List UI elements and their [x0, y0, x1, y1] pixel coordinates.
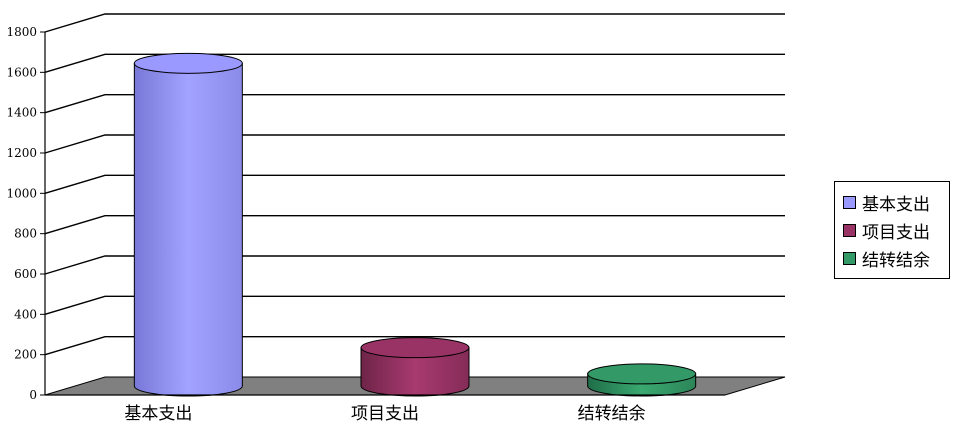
legend-label: 基本支出 — [862, 194, 930, 215]
y-tick-label: 800 — [14, 227, 37, 241]
legend-swatch — [843, 195, 856, 209]
y-tick-label: 1800 — [6, 25, 37, 39]
y-tick-label: 400 — [14, 307, 37, 321]
gridline — [44, 53, 785, 74]
gridline — [44, 295, 785, 316]
y-tick-label: 1400 — [6, 106, 37, 120]
x-tick-label: 项目支出 — [351, 404, 419, 424]
legend-item-basic: 基本支出 — [843, 188, 949, 216]
legend: 基本支出 项目支出 结转结余 — [834, 181, 950, 279]
y-tick-label: 600 — [14, 267, 37, 281]
legend-swatch — [843, 251, 856, 265]
bar — [133, 62, 243, 397]
y-tick-label: 1000 — [6, 186, 37, 200]
x-tick-label: 基本支出 — [124, 404, 192, 424]
x-tick-label: 结转结余 — [578, 404, 646, 424]
gridline — [44, 134, 785, 154]
bar-group — [587, 363, 697, 397]
legend-item-project: 项目支出 — [843, 216, 949, 244]
y-tick-label: 1600 — [6, 65, 37, 79]
bar — [360, 347, 470, 397]
bar-cap — [360, 337, 470, 359]
gridline — [44, 255, 785, 275]
gridline — [44, 335, 785, 356]
bar-cap — [133, 52, 243, 74]
legend-item-carryover: 结转结余 — [843, 244, 949, 272]
legend-label: 项目支出 — [862, 222, 930, 243]
gridline — [44, 13, 785, 33]
y-tick-label: 200 — [14, 348, 37, 362]
y-tick-label: 1200 — [6, 146, 37, 160]
gridline — [44, 174, 785, 195]
y-tick-label: 0 — [29, 388, 37, 402]
legend-swatch — [843, 223, 856, 237]
bar-cap — [587, 363, 697, 385]
gridline — [44, 93, 785, 114]
bar-group — [133, 52, 243, 397]
legend-label: 结转结余 — [862, 250, 930, 271]
gridline — [44, 214, 785, 235]
bar-group — [360, 337, 470, 397]
